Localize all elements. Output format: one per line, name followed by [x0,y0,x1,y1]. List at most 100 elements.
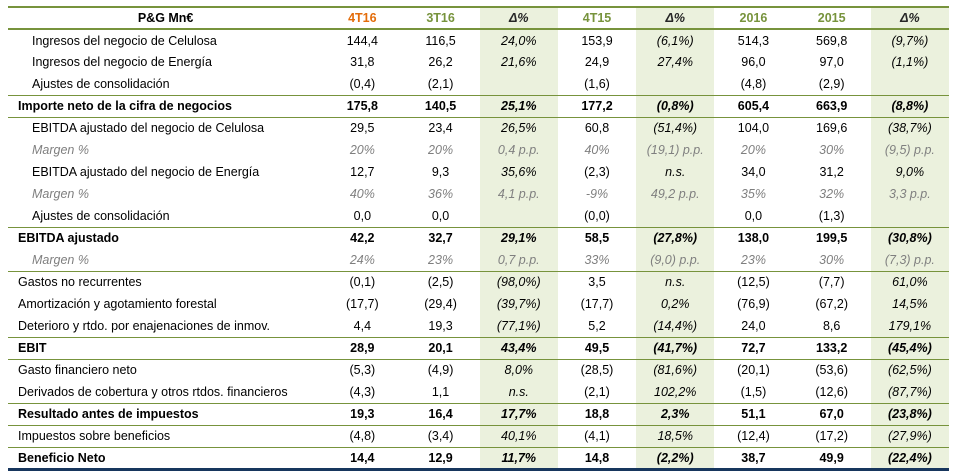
table-row: Ingresos del negocio de Energía 31,8 26,2 2… [8,51,949,73]
value-cell: (27,9%) [870,425,949,447]
value-cell: (12,6) [815,384,848,399]
table-row: Margen % 40% 36% 4,1 p.p. -9% 49,2 p.p. 35% 32%… [8,183,949,205]
value-cell: (9,7%) [870,29,949,51]
table-row: Ingresos del negocio de Celulosa 144,4 116… [8,29,949,51]
value-cell: 8,0% [479,359,558,381]
value-cell: (29,4) [424,297,457,311]
row-label: Gastos no recurrentes [18,275,142,290]
value-cell: 2,3% [636,403,715,425]
value-cell: 16,4 [428,407,453,421]
row-label: Ajustes de consolidación [32,208,170,223]
value-cell: n.s. [636,271,715,293]
value-cell: (9,0) p.p. [636,249,715,271]
value-cell: 23% [740,252,766,267]
value-cell: 133,2 [816,341,848,355]
value-cell: 4,4 [353,318,372,333]
value-cell [636,205,715,227]
value-cell: 0,0 [353,208,372,223]
value-cell: (2,3) [584,165,610,179]
table-row: EBITDA ajustado del negocio de Celulosa 2… [8,117,949,139]
value-cell: -9% [585,187,609,201]
value-cell: (17,7) [580,297,614,311]
row-label: Deterioro y rtdo. por enajenaciones de i… [18,318,270,333]
value-cell: 20% [740,143,766,157]
value-cell: 140,5 [424,99,457,113]
value-cell: (2,5) [427,275,454,290]
value-cell: (6,1%) [636,29,715,51]
header-row: P&G Mn€ 4T16 3T16 Δ% 4T15 Δ% 2016 2015 Δ% [8,7,949,29]
value-cell: (9,5) p.p. [870,139,949,161]
row-label: Beneficio Neto [18,450,106,465]
value-cell: 9,0% [870,161,949,183]
value-cell: 663,9 [816,99,848,113]
value-cell: 20% [428,143,454,157]
value-cell: 24,0% [479,29,558,51]
value-cell: (20,1) [737,363,770,378]
value-cell: 38,7 [741,450,766,465]
row-label: Derivados de cobertura y otros rtdos. fi… [18,384,288,399]
value-cell: (27,8%) [636,227,715,249]
value-cell: 61,0% [870,271,949,293]
table-row: Importe neto de la cifra de negocios 175,… [8,95,949,117]
row-label: Amortización y agotamiento forestal [18,297,217,311]
value-cell: 42,2 [350,231,375,246]
value-cell [870,73,949,95]
value-cell: 144,4 [346,33,378,48]
value-cell: (0,1) [349,275,376,290]
value-cell [870,205,949,227]
row-label: Importe neto de la cifra de negocios [18,99,232,113]
value-cell: 19,3 [350,407,375,421]
column-header: 2015 [817,11,846,25]
value-cell: (19,1) p.p. [636,139,715,161]
value-cell: 28,9 [350,341,375,355]
value-cell: 138,0 [737,231,770,246]
value-cell: 23,4 [428,121,453,136]
value-cell: (77,1%) [479,315,558,337]
table-row: Gastos no recurrentes (0,1) (2,5) (98,0%) 3,… [8,271,949,293]
value-cell: 51,1 [741,407,766,421]
table-body: Ingresos del negocio de Celulosa 144,4 116… [8,29,949,469]
value-cell: 24% [349,252,375,267]
value-cell: 58,5 [584,231,610,246]
value-cell: (1,3) [818,208,845,223]
value-cell: (8,8%) [870,95,949,117]
value-cell: 4,1 p.p. [479,183,558,205]
value-cell: (28,5) [580,363,614,378]
column-header: 4T16 [348,11,377,25]
value-cell: (3,4) [427,429,454,443]
row-label: Margen % [32,187,89,201]
value-cell: (12,4) [737,429,770,443]
value-cell: 36% [428,187,454,201]
value-cell: 199,5 [816,231,848,246]
value-cell: (38,7%) [870,117,949,139]
row-label: EBITDA ajustado del negocio de Energía [32,165,260,179]
value-cell: (4,9) [427,363,454,378]
value-cell: 18,5% [636,425,715,447]
value-cell: 5,2 [588,318,606,333]
value-cell: (12,5) [737,275,770,290]
value-cell: 30% [819,252,845,267]
value-cell: 102,2% [636,381,715,403]
column-header: Δ% [479,7,558,29]
value-cell: 12,7 [350,165,375,179]
row-label: Gasto financiero neto [18,363,137,378]
value-cell: (45,4%) [870,337,949,359]
value-cell: 49,9 [819,450,844,465]
value-cell: 0,2% [636,293,715,315]
value-cell: 0,0 [431,208,450,223]
row-label: EBITDA ajustado [18,231,119,246]
value-cell: 179,1% [870,315,949,337]
value-cell: 3,3 p.p. [870,183,949,205]
value-cell: 0,7 p.p. [479,249,558,271]
value-cell: 29,5 [350,121,375,136]
value-cell: (4,8) [349,429,376,443]
value-cell: 3,5 [588,275,606,290]
value-cell: 116,5 [425,33,456,48]
value-cell: 32,7 [428,231,453,246]
value-cell: 97,0 [819,55,844,69]
value-cell: 11,7% [479,447,558,469]
value-cell: 0,4 p.p. [479,139,558,161]
value-cell: 67,0 [819,407,844,421]
row-label: Resultado antes de impuestos [18,407,199,421]
